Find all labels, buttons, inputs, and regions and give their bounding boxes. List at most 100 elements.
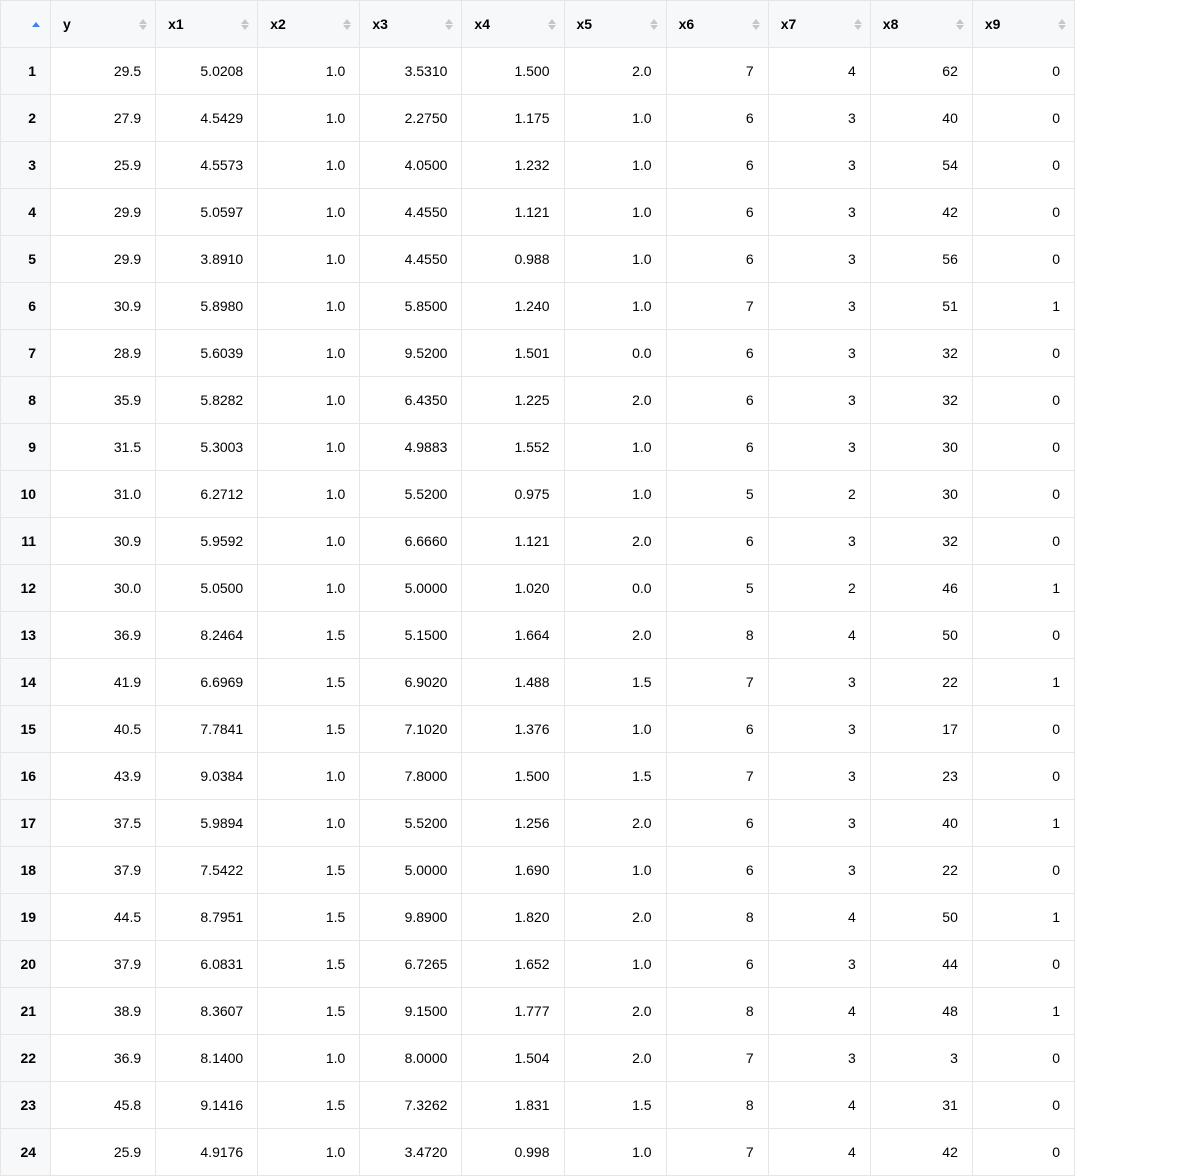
cell-x9: 0 [972,95,1074,142]
column-header-rownum[interactable] [1,1,51,48]
cell-x4: 1.232 [462,142,564,189]
sort-icon[interactable] [548,19,556,30]
cell-x4: 1.175 [462,95,564,142]
cell-x3: 8.0000 [360,1035,462,1082]
cell-y: 30.9 [51,283,156,330]
sort-icon[interactable] [752,19,760,30]
cell-x2: 1.0 [258,471,360,518]
cell-x5: 2.0 [564,1035,666,1082]
cell-x2: 1.0 [258,1035,360,1082]
row-number: 15 [1,706,51,753]
cell-x9: 0 [972,142,1074,189]
cell-x9: 1 [972,565,1074,612]
cell-x7: 4 [768,1129,870,1176]
column-header-x9[interactable]: x9 [972,1,1074,48]
cell-x4: 1.777 [462,988,564,1035]
table-row: 2138.98.36071.59.15001.7772.084481 [1,988,1075,1035]
cell-x1: 6.0831 [156,941,258,988]
cell-x9: 1 [972,894,1074,941]
sort-icon[interactable] [956,19,964,30]
cell-x3: 4.4550 [360,189,462,236]
table-row: 1130.95.95921.06.66601.1212.063320 [1,518,1075,565]
cell-x3: 5.5200 [360,800,462,847]
cell-x1: 3.8910 [156,236,258,283]
cell-x3: 6.6660 [360,518,462,565]
sort-icon[interactable] [343,19,351,30]
row-number: 12 [1,565,51,612]
cell-x2: 1.0 [258,753,360,800]
sort-icon[interactable] [241,19,249,30]
column-header-x6[interactable]: x6 [666,1,768,48]
header-row: y x1x2x3 x4 x5 x6 x7 x8 x9 [1,1,1075,48]
cell-y: 29.9 [51,236,156,283]
cell-x1: 8.1400 [156,1035,258,1082]
column-header-x1[interactable]: x1 [156,1,258,48]
sort-icon[interactable] [139,19,147,30]
cell-x7: 2 [768,565,870,612]
table-row: 1737.55.98941.05.52001.2562.063401 [1,800,1075,847]
cell-x1: 5.3003 [156,424,258,471]
cell-x8: 22 [870,659,972,706]
cell-y: 27.9 [51,95,156,142]
cell-x6: 7 [666,283,768,330]
cell-x5: 0.0 [564,565,666,612]
column-header-x4[interactable]: x4 [462,1,564,48]
column-header-x8[interactable]: x8 [870,1,972,48]
cell-x7: 3 [768,1035,870,1082]
column-label: x8 [883,16,899,32]
cell-x4: 1.501 [462,330,564,377]
cell-x8: 42 [870,1129,972,1176]
column-label: x6 [679,16,695,32]
row-number: 3 [1,142,51,189]
row-number: 6 [1,283,51,330]
cell-x1: 5.0500 [156,565,258,612]
cell-x3: 4.9883 [360,424,462,471]
column-label: y [63,16,71,32]
row-number: 16 [1,753,51,800]
cell-x1: 5.6039 [156,330,258,377]
column-header-x5[interactable]: x5 [564,1,666,48]
cell-x6: 8 [666,612,768,659]
cell-x6: 6 [666,377,768,424]
cell-x3: 5.0000 [360,565,462,612]
cell-x4: 1.652 [462,941,564,988]
column-header-x3[interactable]: x3 [360,1,462,48]
cell-x9: 1 [972,800,1074,847]
cell-x4: 1.500 [462,48,564,95]
column-header-y[interactable]: y [51,1,156,48]
column-header-x2[interactable]: x2 [258,1,360,48]
cell-x5: 1.0 [564,142,666,189]
cell-x6: 6 [666,518,768,565]
column-header-x7[interactable]: x7 [768,1,870,48]
cell-x7: 3 [768,706,870,753]
cell-x7: 4 [768,48,870,95]
cell-x3: 4.4550 [360,236,462,283]
sort-desc-icon [445,25,453,30]
row-number: 22 [1,1035,51,1082]
sort-icon[interactable] [445,19,453,30]
sort-icon[interactable] [32,22,40,27]
cell-x9: 0 [972,612,1074,659]
cell-x8: 48 [870,988,972,1035]
cell-x3: 5.5200 [360,471,462,518]
cell-x6: 6 [666,800,768,847]
cell-x1: 6.6969 [156,659,258,706]
cell-x9: 0 [972,1082,1074,1129]
cell-x5: 1.0 [564,189,666,236]
cell-y: 25.9 [51,1129,156,1176]
sort-icon[interactable] [854,19,862,30]
sort-desc-icon [241,25,249,30]
cell-x4: 0.975 [462,471,564,518]
cell-x6: 6 [666,424,768,471]
cell-x3: 7.8000 [360,753,462,800]
row-number: 8 [1,377,51,424]
cell-x2: 1.0 [258,189,360,236]
cell-x1: 8.2464 [156,612,258,659]
column-label: x4 [474,16,490,32]
cell-x9: 0 [972,471,1074,518]
cell-x5: 2.0 [564,612,666,659]
table-row: 429.95.05971.04.45501.1211.063420 [1,189,1075,236]
sort-icon[interactable] [650,19,658,30]
sort-icon[interactable] [1058,19,1066,30]
cell-x6: 7 [666,659,768,706]
